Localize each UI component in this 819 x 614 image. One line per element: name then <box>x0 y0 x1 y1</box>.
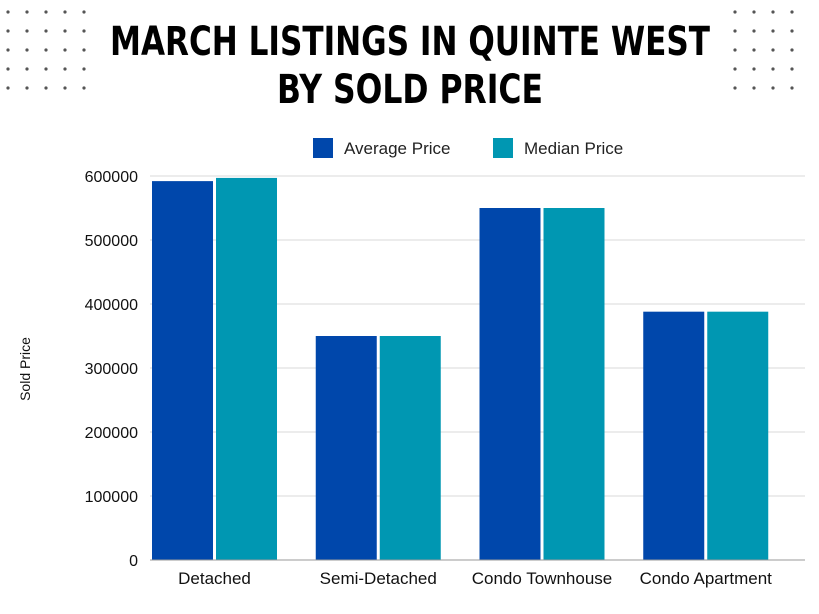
decorative-dot <box>25 86 29 90</box>
x-tick-label: Detached <box>178 569 251 588</box>
chart-title: MARCH LISTINGS IN QUINTE WEST <box>110 19 711 65</box>
x-tick-labels: Detached Semi-Detached Condo Townhouse Cond… <box>178 569 772 588</box>
decorative-dot <box>82 86 86 90</box>
decorative-dot <box>63 48 67 52</box>
decorative-dot <box>771 48 775 52</box>
decorative-dot <box>6 10 10 14</box>
decorative-dot <box>771 29 775 33</box>
decorative-dot <box>44 29 48 33</box>
decorative-dot <box>752 67 756 71</box>
decorative-dot <box>63 67 67 71</box>
decorative-dot <box>790 29 794 33</box>
decorative-dot <box>790 48 794 52</box>
y-tick-label: 200000 <box>85 425 138 442</box>
decorative-dot <box>44 10 48 14</box>
decorative-dot <box>44 48 48 52</box>
decorative-dot <box>790 86 794 90</box>
decorative-dot <box>790 10 794 14</box>
decorative-dot <box>6 48 10 52</box>
decorative-dot <box>63 86 67 90</box>
decorative-dot <box>44 67 48 71</box>
decorative-dot <box>82 48 86 52</box>
bar-median-price <box>379 336 441 560</box>
decorative-dot <box>733 67 737 71</box>
decorative-dots <box>6 10 794 90</box>
bars <box>152 177 769 561</box>
decorative-dot <box>44 86 48 90</box>
x-tick-label: Condo Apartment <box>640 569 773 588</box>
x-tick-label: Semi-Detached <box>320 569 437 588</box>
decorative-dot <box>82 10 86 14</box>
decorative-dot <box>752 29 756 33</box>
chart-subtitle: BY SOLD PRICE <box>277 67 543 113</box>
y-tick-label: 100000 <box>85 489 138 506</box>
bar-median-price <box>707 311 769 560</box>
bar-average-price <box>315 336 377 560</box>
y-tick-labels: 0 100000 200000 300000 400000 500000 600000 <box>85 169 138 570</box>
decorative-dot <box>752 48 756 52</box>
legend-swatch <box>493 138 513 158</box>
legend-swatch <box>313 138 333 158</box>
decorative-dot <box>25 48 29 52</box>
bar-median-price <box>216 177 277 561</box>
decorative-dot <box>25 29 29 33</box>
decorative-dot <box>790 67 794 71</box>
bar-average-price <box>643 311 705 560</box>
decorative-dot <box>733 29 737 33</box>
bar-average-price <box>152 181 213 560</box>
decorative-dot <box>771 10 775 14</box>
decorative-dot <box>63 10 67 14</box>
y-tick-label: 600000 <box>85 169 138 186</box>
y-axis-label: Sold Price <box>17 337 33 401</box>
decorative-dot <box>771 86 775 90</box>
decorative-dot <box>25 67 29 71</box>
legend-label: Average Price <box>344 139 450 158</box>
decorative-dot <box>733 86 737 90</box>
bar-average-price <box>479 208 541 560</box>
decorative-dot <box>6 29 10 33</box>
y-tick-label: 400000 <box>85 297 138 314</box>
decorative-dot <box>733 48 737 52</box>
decorative-dot <box>63 29 67 33</box>
legend-label: Median Price <box>524 139 623 158</box>
decorative-dot <box>733 10 737 14</box>
decorative-dot <box>752 10 756 14</box>
y-tick-label: 0 <box>129 553 138 570</box>
decorative-dot <box>6 67 10 71</box>
decorative-dot <box>82 29 86 33</box>
decorative-dot <box>25 10 29 14</box>
decorative-dot <box>752 86 756 90</box>
legend: Average Price Median Price <box>313 138 623 158</box>
decorative-dot <box>6 86 10 90</box>
y-tick-label: 300000 <box>85 361 138 378</box>
bar-median-price <box>543 208 605 560</box>
x-tick-label: Condo Townhouse <box>472 569 613 588</box>
decorative-dot <box>771 67 775 71</box>
y-tick-label: 500000 <box>85 233 138 250</box>
decorative-dot <box>82 67 86 71</box>
